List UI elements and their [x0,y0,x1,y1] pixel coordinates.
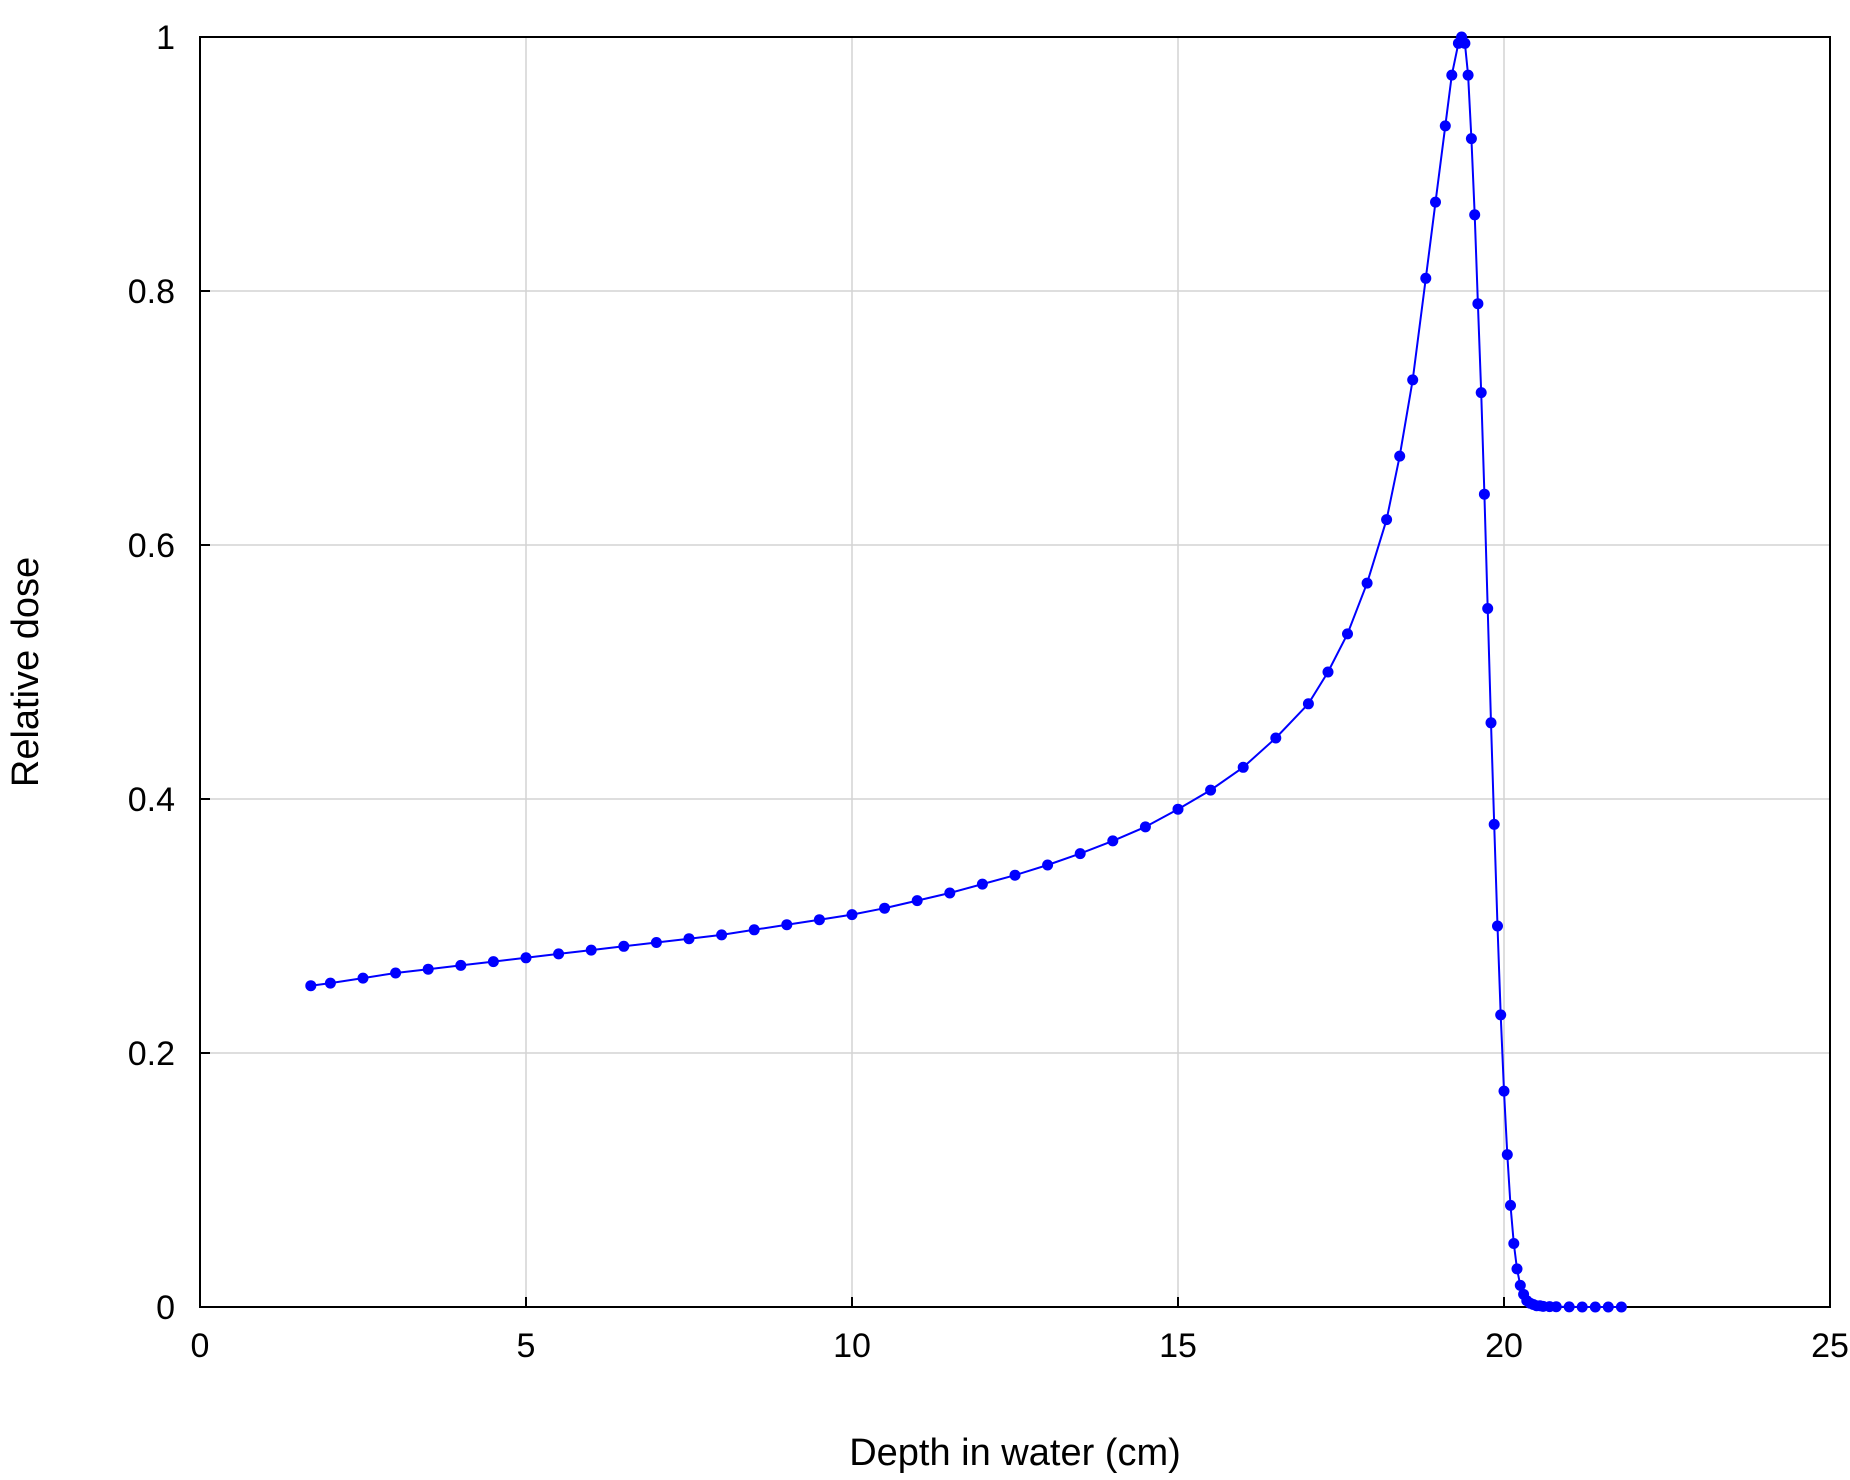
data-point [1342,628,1353,640]
data-point [422,963,434,975]
x-tick-label: 15 [1159,1327,1197,1365]
data-point [1495,1009,1507,1021]
data-point [1361,577,1373,589]
data-point [487,956,499,968]
data-point [1488,818,1500,830]
data-point [1462,69,1474,81]
data-point [944,887,956,899]
data-point [716,929,728,941]
y-axis-ticks: 0 0.2 0.4 0.6 0.8 1 [128,19,210,1327]
data-point [1472,298,1484,310]
data-point [1430,196,1441,208]
data-point [683,933,695,945]
data-point [520,952,532,964]
data-point [1576,1301,1588,1313]
x-tick-label: 25 [1811,1327,1849,1365]
x-axis-title: Depth in water (cm) [849,1432,1181,1474]
data-point [1482,603,1494,614]
data-point [1602,1301,1614,1313]
data-point [1446,69,1458,81]
data-point [1508,1238,1520,1249]
data-point [455,959,467,971]
data-point [1459,37,1471,49]
y-tick-label: 0.4 [128,781,175,819]
data-point [553,948,565,960]
data-point [911,895,923,907]
data-point [1394,450,1406,462]
data-point [846,909,858,921]
y-tick-label: 1 [156,19,175,57]
data-point [1439,120,1451,132]
data-point [1492,920,1503,932]
data-point [1172,803,1184,815]
data-point [1478,488,1490,500]
data-point [1505,1199,1516,1211]
plot-frame [199,36,1831,1308]
data-point [1511,1263,1523,1275]
data-point [1107,835,1119,847]
data-point [618,940,630,952]
data-point [1469,209,1481,221]
data-point [650,937,662,948]
data-point [1407,374,1419,386]
data-point [748,924,760,936]
data-point [879,902,891,914]
data-point [1074,848,1086,860]
x-axis-ticks: 0 5 10 15 20 25 [191,1297,1849,1365]
data-point [1465,133,1477,145]
data-point [976,878,988,890]
data-point [1139,821,1151,833]
data-point [357,972,369,984]
y-tick-label: 0.2 [128,1035,175,1073]
data-point [1475,387,1487,399]
data-point [324,977,336,989]
data-point [1485,717,1497,729]
y-tick-label: 0 [156,1289,175,1327]
data-point [390,967,402,979]
y-tick-label: 0.6 [128,527,175,565]
data-point [1205,784,1217,796]
data-point [1420,272,1432,284]
x-tick-label: 10 [833,1327,871,1365]
data-point [1381,514,1393,526]
x-tick-label: 20 [1485,1327,1523,1365]
data-point [1514,1279,1526,1291]
x-tick-label: 5 [517,1327,536,1365]
y-tick-label: 0.8 [128,273,175,311]
data-point [305,980,317,992]
data-point [1302,698,1314,710]
data-point [813,914,825,926]
series-relative-dose [305,31,1627,1313]
x-tick-label: 0 [191,1327,210,1365]
data-point [1498,1085,1510,1097]
data-point [1322,666,1334,678]
data-point [1270,732,1282,744]
data-point [1009,869,1021,881]
data-point [1042,859,1054,871]
series-line [310,34,1622,1308]
data-point [1563,1301,1575,1313]
data-point [585,944,597,956]
data-point [1237,761,1249,773]
data-point [1589,1301,1601,1313]
y-axis-title: Relative dose [5,557,47,787]
data-point [1501,1149,1513,1161]
grid [200,37,1830,1307]
data-point [1615,1301,1627,1313]
data-point [781,919,793,931]
data-point [1550,1301,1562,1313]
